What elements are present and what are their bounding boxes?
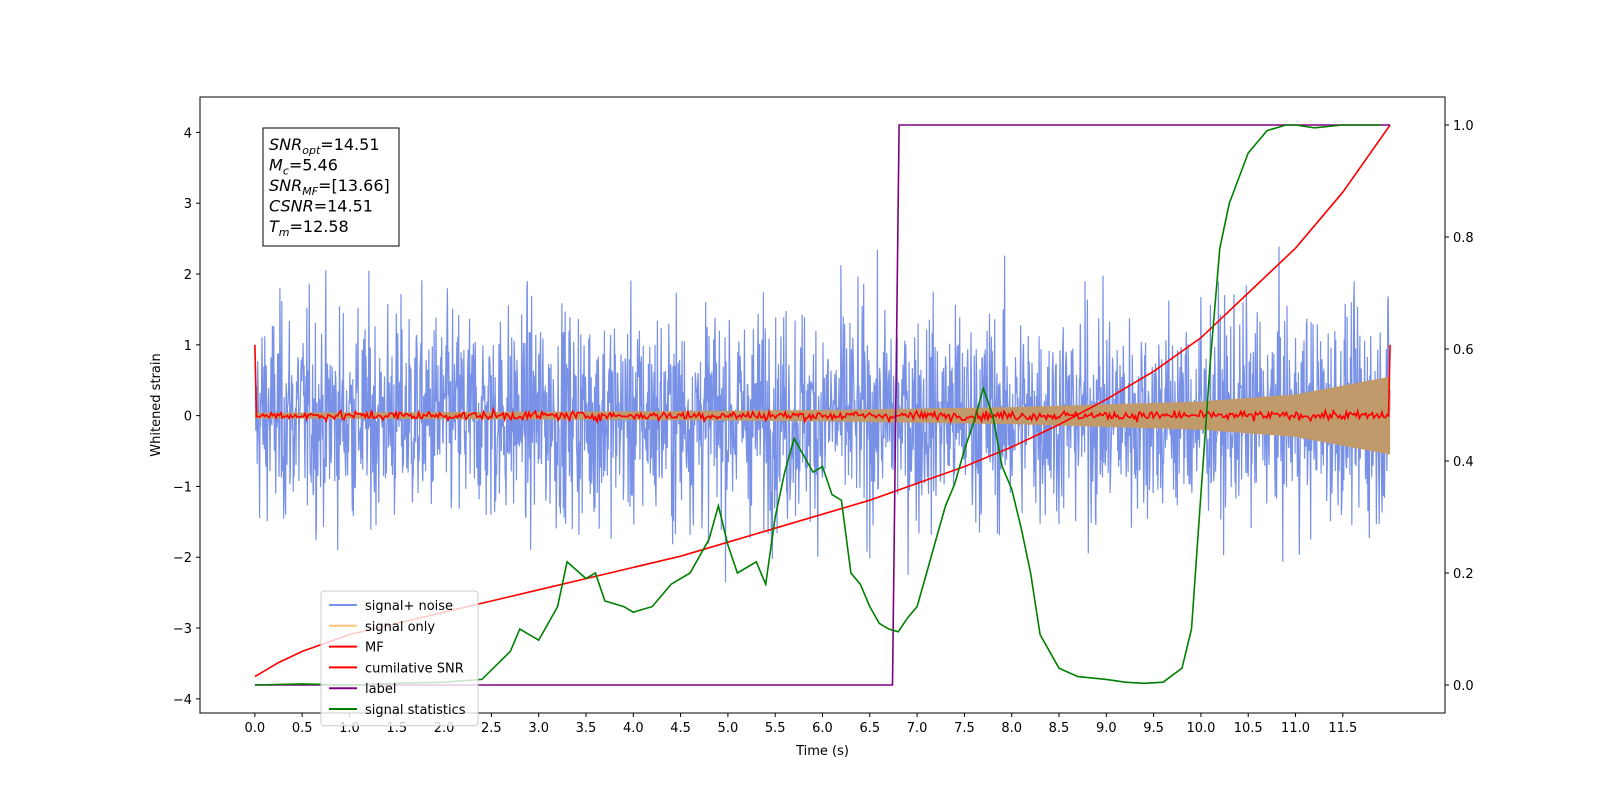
left-y-tick-label: 2 (184, 268, 192, 283)
x-axis-ticks: 0.0 0.5 1.0 1.5 2.0 2.5 3.0 3.5 4.0 4.5 5.0 5.5 6.0 6… (245, 713, 1357, 736)
left-y-tick-label: −2 (173, 551, 192, 566)
left-y-tick-label: 0 (184, 410, 192, 425)
series-mf (254, 344, 1391, 425)
annotation-line: Mc=5.46 (269, 156, 338, 178)
x-tick-label: 9.5 (1143, 721, 1164, 736)
series-signal-noise (254, 246, 1391, 583)
annotation-line: SNRMF=[13.66] (269, 176, 390, 198)
right-y-tick-label: 0.6 (1453, 343, 1474, 358)
left-y-tick-label: 3 (184, 197, 192, 212)
x-tick-label: 0.5 (292, 721, 313, 736)
left-y-axis-ticks: 4 3 2 1 0 −1 −2 −3 −4 (173, 126, 200, 708)
snr-annotation-box: SNRopt=14.51Mc=5.46SNRMF=[13.66]CSNR=14.… (262, 127, 400, 247)
left-y-tick-label: −4 (173, 693, 192, 708)
legend-entry: cumilative SNR (365, 661, 464, 676)
x-tick-label: 8.5 (1049, 721, 1070, 736)
left-y-tick-label: 1 (184, 339, 192, 354)
x-tick-label: 6.0 (812, 721, 833, 736)
annotation-line: SNRopt=14.51 (269, 135, 380, 157)
x-axis-label: Time (s) (795, 744, 849, 759)
series-signal-statistics (254, 124, 1381, 686)
x-tick-label: 3.5 (576, 721, 597, 736)
x-tick-label: 11.5 (1328, 721, 1357, 736)
x-tick-label: 6.5 (859, 721, 880, 736)
x-tick-label: 8.0 (1001, 721, 1022, 736)
y-axis-label: Whitened strain (149, 353, 164, 456)
x-tick-label: 10.5 (1234, 721, 1263, 736)
x-tick-label: 4.5 (670, 721, 691, 736)
right-y-tick-label: 0.4 (1453, 455, 1474, 470)
left-y-tick-label: −1 (173, 480, 192, 495)
x-tick-label: 4.0 (623, 721, 644, 736)
annotation-frame (262, 127, 400, 247)
legend-entry: MF (365, 641, 384, 656)
right-y-tick-label: 1.0 (1453, 119, 1474, 134)
legend-entry: label (365, 682, 396, 697)
left-y-tick-label: −3 (173, 622, 192, 637)
left-y-tick-label: 4 (184, 126, 192, 141)
legend-entry: signal only (365, 620, 435, 635)
series-label (254, 124, 1391, 686)
x-tick-label: 7.5 (954, 721, 975, 736)
legend: signal+ noise signal only MF cumilative SNR… (320, 590, 479, 727)
x-tick-label: 5.0 (718, 721, 739, 736)
legend-entry: signal statistics (365, 703, 466, 718)
annotation-line: CSNR=14.51 (269, 197, 373, 216)
x-tick-label: 3.0 (528, 721, 549, 736)
right-y-tick-label: 0.2 (1453, 567, 1474, 582)
right-y-tick-label: 0.0 (1453, 679, 1474, 694)
x-tick-label: 7.0 (907, 721, 928, 736)
x-tick-label: 0.0 (245, 721, 266, 736)
right-y-tick-label: 0.8 (1453, 231, 1474, 246)
x-tick-label: 9.0 (1096, 721, 1117, 736)
x-tick-label: 10.0 (1186, 721, 1215, 736)
legend-frame (320, 590, 479, 727)
right-y-axis-ticks: 1.0 0.8 0.6 0.4 0.2 0.0 (1445, 119, 1474, 694)
x-tick-label: 11.0 (1281, 721, 1310, 736)
annotation-line: Tm=12.58 (269, 217, 349, 239)
x-tick-label: 5.5 (765, 721, 786, 736)
legend-entry: signal+ noise (365, 599, 453, 614)
x-tick-label: 2.5 (481, 721, 502, 736)
